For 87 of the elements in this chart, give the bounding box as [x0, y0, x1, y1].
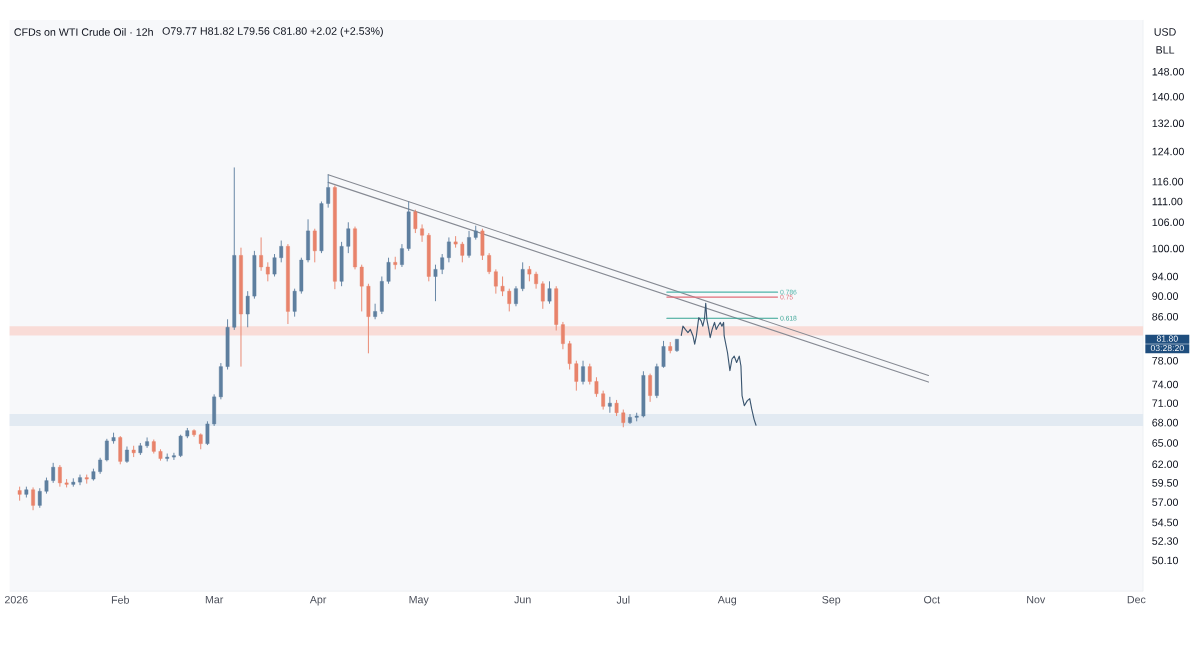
- y-tick-label: 54.50: [1152, 518, 1179, 527]
- y-tick-label: 90.00: [1152, 292, 1179, 300]
- candlestick: [487, 252, 492, 275]
- candlestick: [172, 452, 176, 461]
- candlestick: [433, 264, 438, 302]
- y-tick-label: 74.00: [1152, 380, 1179, 389]
- candlestick: [346, 221, 351, 254]
- candlestick: [359, 264, 364, 312]
- x-tick-label: Jun: [514, 595, 531, 604]
- candlestick: [567, 340, 572, 370]
- y-tick-label: 106.00: [1152, 218, 1184, 227]
- candlestick: [493, 268, 498, 295]
- candlestick: [400, 243, 404, 268]
- candlestick: [37, 487, 42, 509]
- x-tick-label: Apr: [309, 595, 327, 606]
- candlestick: [420, 223, 424, 243]
- x-tick-label: Sep: [822, 595, 841, 606]
- y-tick-label: 65.00: [1152, 439, 1179, 447]
- candlestick: [561, 321, 565, 350]
- y-tick-label: 57.00: [1152, 498, 1179, 506]
- y-tick-label: 78.00: [1152, 356, 1179, 365]
- x-tick-label: Feb: [111, 595, 129, 604]
- y-tick-label: 132.00: [1152, 119, 1184, 128]
- candlestick: [259, 236, 263, 272]
- y-tick-label: 62.00: [1152, 460, 1179, 469]
- candlestick: [447, 236, 451, 263]
- candlestick: [514, 285, 518, 307]
- y-tick-label: 94.00: [1152, 272, 1179, 281]
- candlestick: [205, 420, 210, 446]
- candlestick: [547, 280, 552, 305]
- candlestick: [608, 396, 612, 414]
- text: CFDs on WTI Crude Oil · 12h: [14, 27, 153, 36]
- candlestick: [279, 240, 284, 263]
- y-tick-label: 140.00: [1152, 92, 1184, 101]
- candlestick: [118, 435, 123, 465]
- candlestick: [51, 462, 56, 484]
- candlestick: [587, 363, 592, 385]
- x-tick-label: Nov: [1027, 595, 1046, 604]
- candlestick: [467, 230, 471, 259]
- candlestick: [326, 174, 331, 209]
- candlestick: [520, 261, 525, 292]
- candlestick: [292, 288, 297, 318]
- x-tick-label: Aug: [717, 595, 737, 606]
- y-tick-label: 50.10: [1152, 556, 1179, 565]
- candlestick: [661, 340, 666, 369]
- x-tick-label: Mar: [205, 595, 224, 604]
- line-series: [680, 302, 757, 426]
- y-tick-label: 100.00: [1152, 244, 1184, 253]
- x-tick-label: May: [409, 595, 429, 606]
- candlestick: [312, 228, 317, 263]
- candlestick: [500, 275, 505, 297]
- candlestick: [507, 288, 512, 312]
- text: 03:28:20: [1150, 344, 1184, 352]
- candlestick: [440, 253, 445, 275]
- text: O79.77 H81.82 L79.56 C81.80 +2.02 (+2.53%): [162, 26, 383, 37]
- candlestick: [540, 280, 545, 310]
- y-tick-label: 71.00: [1152, 399, 1179, 407]
- candlestick: [265, 261, 270, 282]
- y-axis-title: USD: [1154, 28, 1176, 36]
- y-tick-label: 111.00: [1152, 197, 1183, 206]
- x-tick-label: Oct: [924, 595, 941, 604]
- candlestick: [460, 241, 465, 263]
- x-tick-label: 2026: [4, 595, 28, 604]
- candlestick: [594, 376, 599, 398]
- y-tick-label: 124.00: [1152, 147, 1184, 156]
- candlestick: [413, 209, 418, 234]
- candlestick: [386, 257, 391, 285]
- candlestick: [245, 290, 250, 328]
- y-tick-label: 59.50: [1152, 479, 1179, 487]
- candlestick: [145, 436, 149, 449]
- candlestick: [373, 303, 377, 320]
- candlestick: [272, 253, 277, 277]
- y-tick-label: 68.00: [1152, 418, 1179, 427]
- x-tick-label: Dec: [1127, 595, 1146, 604]
- candlestick: [648, 373, 652, 403]
- candlestick: [601, 390, 606, 410]
- y-tick-label: 116.00: [1152, 177, 1184, 186]
- text: 81.80: [1156, 335, 1178, 342]
- text: BLL: [1156, 46, 1175, 54]
- y-tick-label: 86.00: [1152, 312, 1179, 321]
- y-tick-label: 148.00: [1152, 67, 1184, 76]
- candlestick: [31, 486, 35, 511]
- x-tick-label: Jul: [616, 595, 630, 604]
- y-tick-label: 52.30: [1152, 537, 1179, 545]
- candlestick: [58, 464, 62, 488]
- candlestick: [574, 360, 579, 392]
- candlestick: [581, 360, 585, 385]
